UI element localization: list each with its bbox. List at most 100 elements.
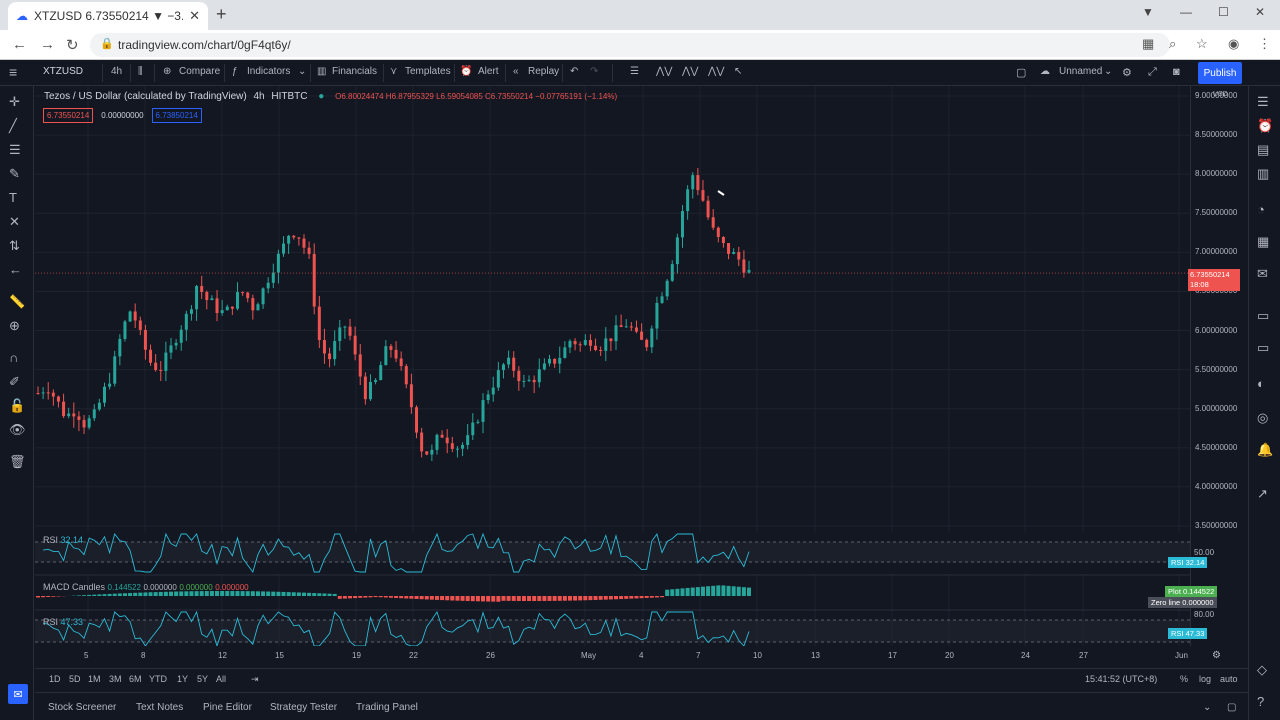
new-tab-icon[interactable]: +	[216, 4, 227, 24]
layers-icon[interactable]: ◇	[1257, 662, 1267, 677]
ask-price-box[interactable]: 6.73850214	[151, 108, 202, 123]
lightbulb-icon[interactable]: ◐	[1257, 376, 1265, 391]
bookmark-star-icon[interactable]: ☆	[1196, 36, 1208, 51]
auto-toggle[interactable]: auto	[1220, 674, 1238, 684]
interval-selector[interactable]: 4h	[111, 66, 123, 77]
broadcast-icon[interactable]: ◎	[1257, 410, 1269, 425]
alert-button[interactable]: Alert	[478, 66, 499, 77]
footer-tab-trading-panel[interactable]: Trading Panel	[356, 702, 418, 713]
watchlist-icon[interactable]: ☰	[1257, 94, 1269, 109]
financials-button[interactable]: Financials	[332, 66, 378, 77]
trendline-icon[interactable]: ╱	[9, 118, 17, 133]
stay-in-drawing-icon[interactable]: ✐	[9, 374, 20, 389]
horizontal-lines-icon[interactable]: ☰	[630, 66, 639, 77]
layout-name[interactable]: Unnamed	[1059, 66, 1103, 77]
range-6m[interactable]: 6M	[129, 674, 142, 684]
price-chart[interactable]	[35, 86, 1190, 646]
arrow-left-icon[interactable]: ←	[9, 262, 22, 277]
chat-icon[interactable]: ✉	[8, 684, 28, 704]
range-all[interactable]: All	[216, 674, 227, 684]
calendar-icon[interactable]: ▦	[1257, 234, 1270, 249]
goto-date-icon[interactable]: ⇥	[251, 674, 259, 684]
indicators-button[interactable]: Indicators	[247, 66, 291, 77]
axis-settings-icon[interactable]: ⚙	[1212, 650, 1221, 661]
percent-toggle[interactable]: %	[1180, 674, 1189, 684]
help-icon[interactable]: ?	[1257, 694, 1265, 709]
ruler-icon[interactable]: 📏	[9, 294, 26, 309]
data-window-icon[interactable]: ▤	[1257, 142, 1270, 157]
bid-price-box[interactable]: 6.73550214	[43, 108, 94, 123]
range-1d[interactable]: 1D	[49, 674, 61, 684]
replay-icon[interactable]: «	[513, 66, 519, 77]
maximize-panel-icon[interactable]: ▢	[1227, 702, 1237, 713]
time-axis[interactable]: 5 8 12 15 19 22 26 May 4 7 10 13 17 20 24 27 Jun	[35, 648, 1190, 664]
hotlist-icon[interactable]: ◔	[1257, 202, 1265, 217]
range-5y[interactable]: 5Y	[197, 674, 209, 684]
indicators-icon[interactable]: ƒ	[232, 66, 238, 77]
streams-icon[interactable]: ▭	[1257, 308, 1270, 323]
collapse-panel-icon[interactable]: ⌄	[1203, 702, 1212, 713]
browser-menu-icon[interactable]: ⋮	[1258, 36, 1271, 51]
close-tab-icon[interactable]: ✕	[189, 8, 200, 23]
profile-dropdown-icon[interactable]: ▼	[1142, 5, 1154, 19]
range-5d[interactable]: 5D	[69, 674, 81, 684]
settings-gear-icon[interactable]: ⚙	[1122, 67, 1132, 79]
compare-icon[interactable]: ⊕	[163, 66, 172, 77]
trash-icon[interactable]: 🗑	[9, 454, 26, 469]
elliott-wave-icon[interactable]: ⋀⋁	[708, 66, 725, 77]
reload-icon[interactable]: ↻	[66, 37, 79, 54]
fullscreen-icon[interactable]: ⤢	[1148, 66, 1157, 78]
browser-tab[interactable]: ☁ XTZUSD 6.73550214 ▼ −3.66% U... ✕	[8, 2, 208, 30]
undo-icon[interactable]: ↶	[570, 66, 579, 77]
notifications-bell-icon[interactable]: 🔔	[1257, 442, 1274, 457]
hide-drawings-icon[interactable]: 👁	[9, 422, 26, 437]
news-icon[interactable]: ▥	[1257, 166, 1270, 181]
financials-icon[interactable]: ▥	[317, 66, 327, 77]
prediction-tool-icon[interactable]: ⇅	[9, 238, 20, 253]
footer-tab-pine-editor[interactable]: Pine Editor	[203, 702, 252, 713]
trend-icon[interactable]: ↗	[1257, 486, 1268, 501]
extension-icon[interactable]: ▦	[1142, 36, 1155, 51]
footer-tab-stock-screener[interactable]: Stock Screener	[48, 702, 117, 713]
replay-button[interactable]: Replay	[528, 66, 560, 77]
text-tool-icon[interactable]: T	[9, 190, 17, 205]
publish-button[interactable]: Publish	[1198, 62, 1242, 84]
range-1y[interactable]: 1Y	[177, 674, 189, 684]
maximize-icon[interactable]: ☐	[1218, 5, 1229, 19]
redo-icon[interactable]: ↷	[590, 66, 599, 77]
url-field[interactable]: 🔒 tradingview.com/chart/0gF4qt6y/	[90, 33, 1170, 57]
alert-icon[interactable]: ⏰	[460, 66, 473, 77]
clock[interactable]: 15:41:52 (UTC+8)	[1085, 674, 1158, 684]
brush-icon[interactable]: ✎	[9, 166, 20, 181]
forward-icon[interactable]: →	[40, 36, 55, 53]
fib-retracement-icon[interactable]: ☰	[9, 142, 21, 157]
main-menu-icon[interactable]: ≡	[9, 64, 18, 80]
range-1m[interactable]: 1M	[88, 674, 101, 684]
minimize-icon[interactable]: —	[1180, 5, 1192, 19]
lock-drawings-icon[interactable]: 🔓	[9, 398, 26, 413]
cloud-icon[interactable]: ☁	[1040, 66, 1050, 77]
indicator-templates-chevron-icon[interactable]: ⌄	[298, 66, 307, 77]
layout-chevron-icon[interactable]: ⌄	[1104, 66, 1113, 77]
cursor-icon[interactable]: ↖	[734, 66, 743, 77]
pattern-xabcd-icon[interactable]: ⋀⋁	[682, 66, 699, 77]
log-toggle[interactable]: log	[1199, 674, 1212, 684]
range-3m[interactable]: 3M	[109, 674, 122, 684]
back-icon[interactable]: ←	[12, 36, 27, 53]
profile-avatar-icon[interactable]: ◉	[1228, 36, 1240, 51]
pattern-tool-icon[interactable]: ✕	[9, 214, 20, 229]
templates-icon[interactable]: ⋎	[390, 66, 398, 77]
snapshot-camera-icon[interactable]: ◙	[1173, 66, 1180, 78]
price-axis[interactable]: USD 9.00000000 8.50000000 8.00000000 7.5000…	[1190, 86, 1248, 646]
compare-button[interactable]: Compare	[179, 66, 221, 77]
pattern-abcd-icon[interactable]: ⋀⋁	[656, 66, 673, 77]
footer-tab-text-notes[interactable]: Text Notes	[136, 702, 184, 713]
zoom-icon[interactable]: ⌕	[1169, 36, 1177, 51]
templates-button[interactable]: Templates	[405, 66, 451, 77]
layout-icon[interactable]: ▢	[1016, 67, 1027, 79]
crosshair-icon[interactable]: ✛	[9, 94, 20, 109]
footer-tab-strategy-tester[interactable]: Strategy Tester	[270, 702, 338, 713]
alerts-clock-icon[interactable]: ⏰	[1257, 118, 1274, 133]
range-ytd[interactable]: YTD	[149, 674, 167, 684]
zoom-in-icon[interactable]: ⊕	[9, 318, 20, 333]
